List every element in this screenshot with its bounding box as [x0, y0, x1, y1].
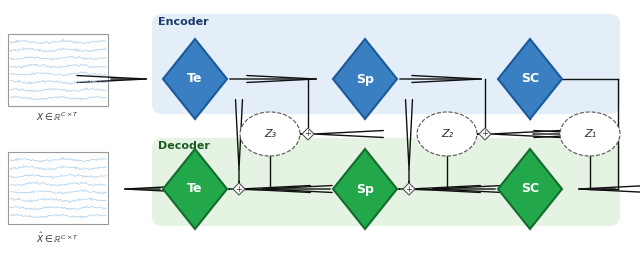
- Polygon shape: [163, 39, 227, 119]
- FancyBboxPatch shape: [152, 138, 620, 226]
- Ellipse shape: [240, 112, 300, 156]
- Text: $\hat{X} \in \mathbb{R}^{C\times T}$: $\hat{X} \in \mathbb{R}^{C\times T}$: [36, 230, 79, 245]
- Polygon shape: [302, 128, 314, 140]
- Polygon shape: [333, 39, 397, 119]
- Text: +: +: [406, 184, 412, 194]
- Text: Decoder: Decoder: [158, 141, 210, 151]
- Bar: [8, 34, 108, 106]
- Text: +: +: [236, 184, 243, 194]
- Bar: [8, 152, 108, 224]
- Ellipse shape: [417, 112, 477, 156]
- Text: Z₂: Z₂: [441, 129, 453, 139]
- Text: $X \in \mathbb{R}^{C\times T}$: $X \in \mathbb{R}^{C\times T}$: [36, 111, 79, 123]
- Text: Te: Te: [188, 183, 203, 196]
- Polygon shape: [233, 183, 245, 195]
- Polygon shape: [333, 149, 397, 229]
- Text: Sp: Sp: [356, 72, 374, 86]
- Polygon shape: [479, 128, 491, 140]
- Ellipse shape: [560, 112, 620, 156]
- Polygon shape: [403, 183, 415, 195]
- Text: +: +: [305, 130, 312, 138]
- Text: Te: Te: [188, 72, 203, 86]
- Text: Sp: Sp: [356, 183, 374, 196]
- Polygon shape: [163, 149, 227, 229]
- Text: SC: SC: [521, 72, 539, 86]
- Text: +: +: [481, 130, 488, 138]
- Text: SC: SC: [521, 183, 539, 196]
- FancyBboxPatch shape: [152, 14, 620, 114]
- Text: Encoder: Encoder: [158, 17, 209, 27]
- Polygon shape: [498, 149, 562, 229]
- Polygon shape: [498, 39, 562, 119]
- Text: Z₁: Z₁: [584, 129, 596, 139]
- Text: Z₃: Z₃: [264, 129, 276, 139]
